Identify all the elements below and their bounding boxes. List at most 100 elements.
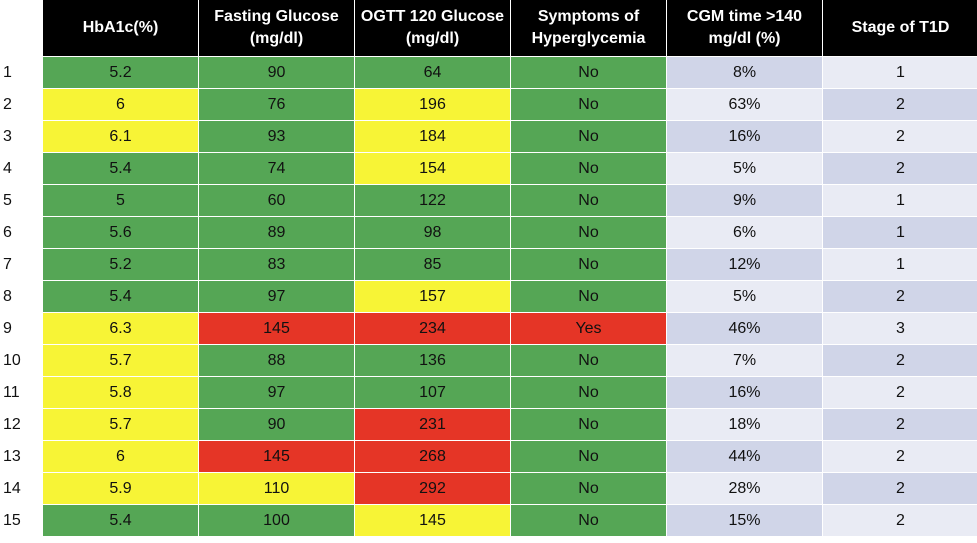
- row-number: 13: [0, 441, 42, 472]
- row-number: 8: [0, 281, 42, 312]
- cell-fasting-glucose: 89: [199, 217, 354, 248]
- cell-cgm-time: 8%: [667, 57, 822, 88]
- header-stage: Stage of T1D: [823, 0, 977, 56]
- cell-hba1c: 5.9: [43, 473, 198, 504]
- cell-cgm-time: 28%: [667, 473, 822, 504]
- cell-symptoms: No: [511, 409, 666, 440]
- cell-ogtt-120-glucose: 292: [355, 473, 510, 504]
- cell-ogtt-120-glucose: 196: [355, 89, 510, 120]
- cell-stage: 2: [823, 345, 977, 376]
- row-number: 14: [0, 473, 42, 504]
- header-cgm-time: CGM time >140 mg/dl (%): [667, 0, 822, 56]
- cell-cgm-time: 16%: [667, 121, 822, 152]
- cell-stage: 1: [823, 249, 977, 280]
- cell-symptoms: No: [511, 57, 666, 88]
- cell-hba1c: 5.6: [43, 217, 198, 248]
- cell-symptoms: No: [511, 121, 666, 152]
- cell-cgm-time: 9%: [667, 185, 822, 216]
- cell-hba1c: 5.7: [43, 345, 198, 376]
- cell-hba1c: 6: [43, 89, 198, 120]
- cell-ogtt-120-glucose: 184: [355, 121, 510, 152]
- cell-cgm-time: 44%: [667, 441, 822, 472]
- cell-symptoms: No: [511, 505, 666, 536]
- cell-hba1c: 5.2: [43, 249, 198, 280]
- cell-stage: 2: [823, 377, 977, 408]
- cell-symptoms: No: [511, 377, 666, 408]
- cell-fasting-glucose: 88: [199, 345, 354, 376]
- header-ogtt-120-glucose: OGTT 120 Glucose (mg/dl): [355, 0, 510, 56]
- cell-cgm-time: 18%: [667, 409, 822, 440]
- row-number: 6: [0, 217, 42, 248]
- row-number: 12: [0, 409, 42, 440]
- cell-stage: 2: [823, 121, 977, 152]
- row-number: 1: [0, 57, 42, 88]
- cell-hba1c: 6.1: [43, 121, 198, 152]
- header-hba1c: HbA1c(%): [43, 0, 198, 56]
- cell-cgm-time: 46%: [667, 313, 822, 344]
- cell-cgm-time: 7%: [667, 345, 822, 376]
- cell-cgm-time: 16%: [667, 377, 822, 408]
- cell-fasting-glucose: 76: [199, 89, 354, 120]
- cell-fasting-glucose: 110: [199, 473, 354, 504]
- cell-stage: 1: [823, 57, 977, 88]
- cell-symptoms: No: [511, 153, 666, 184]
- cell-fasting-glucose: 90: [199, 409, 354, 440]
- cell-fasting-glucose: 97: [199, 377, 354, 408]
- cell-ogtt-120-glucose: 107: [355, 377, 510, 408]
- cell-stage: 1: [823, 185, 977, 216]
- row-number: 3: [0, 121, 42, 152]
- cell-stage: 2: [823, 89, 977, 120]
- cell-fasting-glucose: 90: [199, 57, 354, 88]
- cell-hba1c: 6.3: [43, 313, 198, 344]
- cell-ogtt-120-glucose: 268: [355, 441, 510, 472]
- cell-stage: 2: [823, 441, 977, 472]
- cell-cgm-time: 5%: [667, 281, 822, 312]
- cell-stage: 2: [823, 409, 977, 440]
- cell-cgm-time: 6%: [667, 217, 822, 248]
- cell-symptoms: No: [511, 185, 666, 216]
- cell-hba1c: 6: [43, 441, 198, 472]
- cell-ogtt-120-glucose: 136: [355, 345, 510, 376]
- cell-symptoms: Yes: [511, 313, 666, 344]
- cell-symptoms: No: [511, 89, 666, 120]
- cell-cgm-time: 12%: [667, 249, 822, 280]
- cell-cgm-time: 15%: [667, 505, 822, 536]
- cell-stage: 3: [823, 313, 977, 344]
- cell-ogtt-120-glucose: 122: [355, 185, 510, 216]
- row-number: 15: [0, 505, 42, 536]
- cell-stage: 2: [823, 473, 977, 504]
- cell-ogtt-120-glucose: 154: [355, 153, 510, 184]
- cell-fasting-glucose: 93: [199, 121, 354, 152]
- header-fasting-glucose: Fasting Glucose (mg/dl): [199, 0, 354, 56]
- cell-symptoms: No: [511, 473, 666, 504]
- cell-ogtt-120-glucose: 234: [355, 313, 510, 344]
- row-number-header: [0, 0, 42, 56]
- cell-hba1c: 5.4: [43, 281, 198, 312]
- cell-symptoms: No: [511, 249, 666, 280]
- row-number: 10: [0, 345, 42, 376]
- cell-fasting-glucose: 74: [199, 153, 354, 184]
- row-number: 4: [0, 153, 42, 184]
- cell-cgm-time: 63%: [667, 89, 822, 120]
- header-symptoms: Symptoms of Hyperglycemia: [511, 0, 666, 56]
- cell-ogtt-120-glucose: 145: [355, 505, 510, 536]
- row-number: 7: [0, 249, 42, 280]
- cell-fasting-glucose: 145: [199, 313, 354, 344]
- cell-symptoms: No: [511, 345, 666, 376]
- cell-fasting-glucose: 97: [199, 281, 354, 312]
- cell-stage: 1: [823, 217, 977, 248]
- cell-hba1c: 5.8: [43, 377, 198, 408]
- cell-ogtt-120-glucose: 85: [355, 249, 510, 280]
- cell-hba1c: 5: [43, 185, 198, 216]
- cell-stage: 2: [823, 505, 977, 536]
- row-number: 9: [0, 313, 42, 344]
- row-number: 11: [0, 377, 42, 408]
- cell-fasting-glucose: 83: [199, 249, 354, 280]
- cell-hba1c: 5.4: [43, 505, 198, 536]
- row-number: 5: [0, 185, 42, 216]
- cell-stage: 2: [823, 281, 977, 312]
- cell-symptoms: No: [511, 217, 666, 248]
- cell-hba1c: 5.7: [43, 409, 198, 440]
- cell-ogtt-120-glucose: 231: [355, 409, 510, 440]
